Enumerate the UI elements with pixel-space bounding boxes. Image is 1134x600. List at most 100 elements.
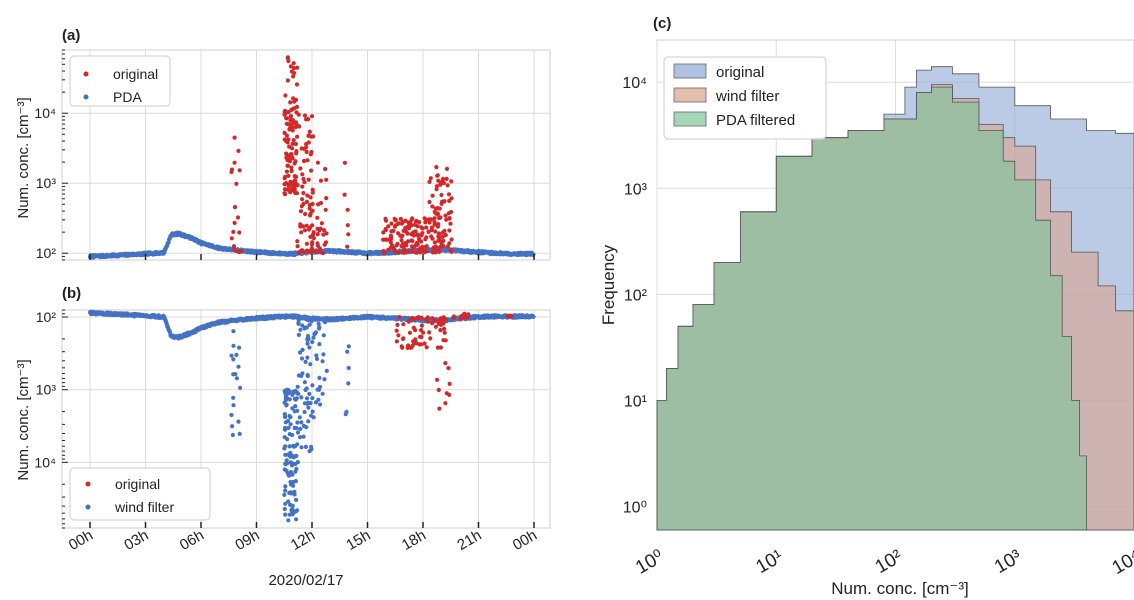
data-point xyxy=(429,225,434,230)
data-point xyxy=(345,207,350,212)
legend-label: original xyxy=(113,66,158,82)
data-point xyxy=(302,380,307,385)
data-point xyxy=(231,357,236,362)
data-point xyxy=(321,228,327,233)
data-point xyxy=(229,412,234,418)
data-point xyxy=(419,328,424,333)
data-point xyxy=(310,409,315,414)
data-point xyxy=(436,222,441,227)
data-point xyxy=(292,489,297,494)
data-point xyxy=(308,152,313,157)
data-point xyxy=(295,65,300,70)
data-point xyxy=(317,375,322,380)
data-point xyxy=(311,335,316,340)
data-point xyxy=(314,356,320,361)
data-point xyxy=(309,168,314,173)
data-point xyxy=(323,240,329,245)
data-point xyxy=(296,332,301,337)
x-tick-label: 10³ xyxy=(991,546,1025,578)
legend-label: original xyxy=(115,476,160,492)
data-point xyxy=(291,74,296,79)
data-point xyxy=(399,344,404,349)
data-point xyxy=(229,167,235,172)
data-point xyxy=(439,192,444,198)
data-point xyxy=(303,211,308,217)
data-point xyxy=(285,461,290,466)
data-point xyxy=(297,124,302,129)
data-point xyxy=(296,391,301,396)
data-point xyxy=(310,339,315,345)
data-point xyxy=(285,387,290,392)
data-point xyxy=(323,320,328,325)
data-point xyxy=(298,166,303,171)
data-point xyxy=(288,179,293,184)
data-point xyxy=(239,249,244,254)
data-point xyxy=(232,135,237,140)
y-tick-label: 10² xyxy=(36,309,57,325)
data-point xyxy=(304,396,310,401)
data-point xyxy=(427,217,432,222)
data-point xyxy=(285,163,290,168)
data-point xyxy=(283,138,289,143)
data-point xyxy=(440,230,445,235)
data-point xyxy=(342,192,347,197)
data-point xyxy=(396,221,401,226)
data-point xyxy=(448,221,453,226)
data-point xyxy=(282,412,287,417)
data-point xyxy=(441,238,446,243)
data-point xyxy=(434,184,439,189)
y-tick-label: 10⁴ xyxy=(622,75,647,92)
data-point xyxy=(346,381,351,386)
panel-b-label: (b) xyxy=(62,285,81,302)
data-point xyxy=(304,117,309,122)
data-point xyxy=(294,82,300,87)
data-point xyxy=(392,224,397,229)
data-point xyxy=(231,343,236,348)
data-point xyxy=(293,509,299,514)
data-point xyxy=(283,501,288,506)
data-point xyxy=(306,133,311,138)
data-point xyxy=(295,239,300,244)
data-point xyxy=(437,249,442,254)
data-point xyxy=(324,368,329,373)
data-point xyxy=(407,224,412,229)
legend-marker xyxy=(85,481,91,487)
data-point xyxy=(394,339,399,344)
data-point xyxy=(505,314,510,319)
data-point xyxy=(434,165,439,170)
data-point xyxy=(293,454,298,459)
data-point xyxy=(346,232,351,237)
data-point xyxy=(286,499,291,504)
data-point xyxy=(399,238,404,243)
data-point xyxy=(433,249,438,254)
data-point xyxy=(386,224,391,229)
data-point xyxy=(296,251,301,256)
data-point xyxy=(234,376,239,381)
data-point xyxy=(449,179,454,184)
data-point xyxy=(509,314,514,319)
data-point xyxy=(428,336,433,341)
x-tick-label: 18h xyxy=(399,527,429,554)
data-point xyxy=(440,234,445,239)
data-point xyxy=(321,352,326,357)
data-point xyxy=(294,104,300,109)
data-point xyxy=(396,333,401,338)
data-point xyxy=(427,220,432,225)
data-point xyxy=(286,518,291,523)
data-point xyxy=(388,238,393,243)
data-point xyxy=(310,383,315,388)
data-point xyxy=(295,183,300,188)
data-point xyxy=(433,324,438,329)
legend-swatch xyxy=(673,111,707,127)
data-point xyxy=(236,148,241,153)
data-point xyxy=(288,470,293,475)
data-point xyxy=(290,106,296,111)
data-point xyxy=(287,444,292,449)
data-point xyxy=(232,160,237,165)
data-point xyxy=(316,397,321,402)
data-point xyxy=(284,116,289,121)
data-point xyxy=(447,381,452,386)
data-point xyxy=(301,190,306,196)
data-point xyxy=(295,420,300,425)
data-point xyxy=(295,460,300,465)
